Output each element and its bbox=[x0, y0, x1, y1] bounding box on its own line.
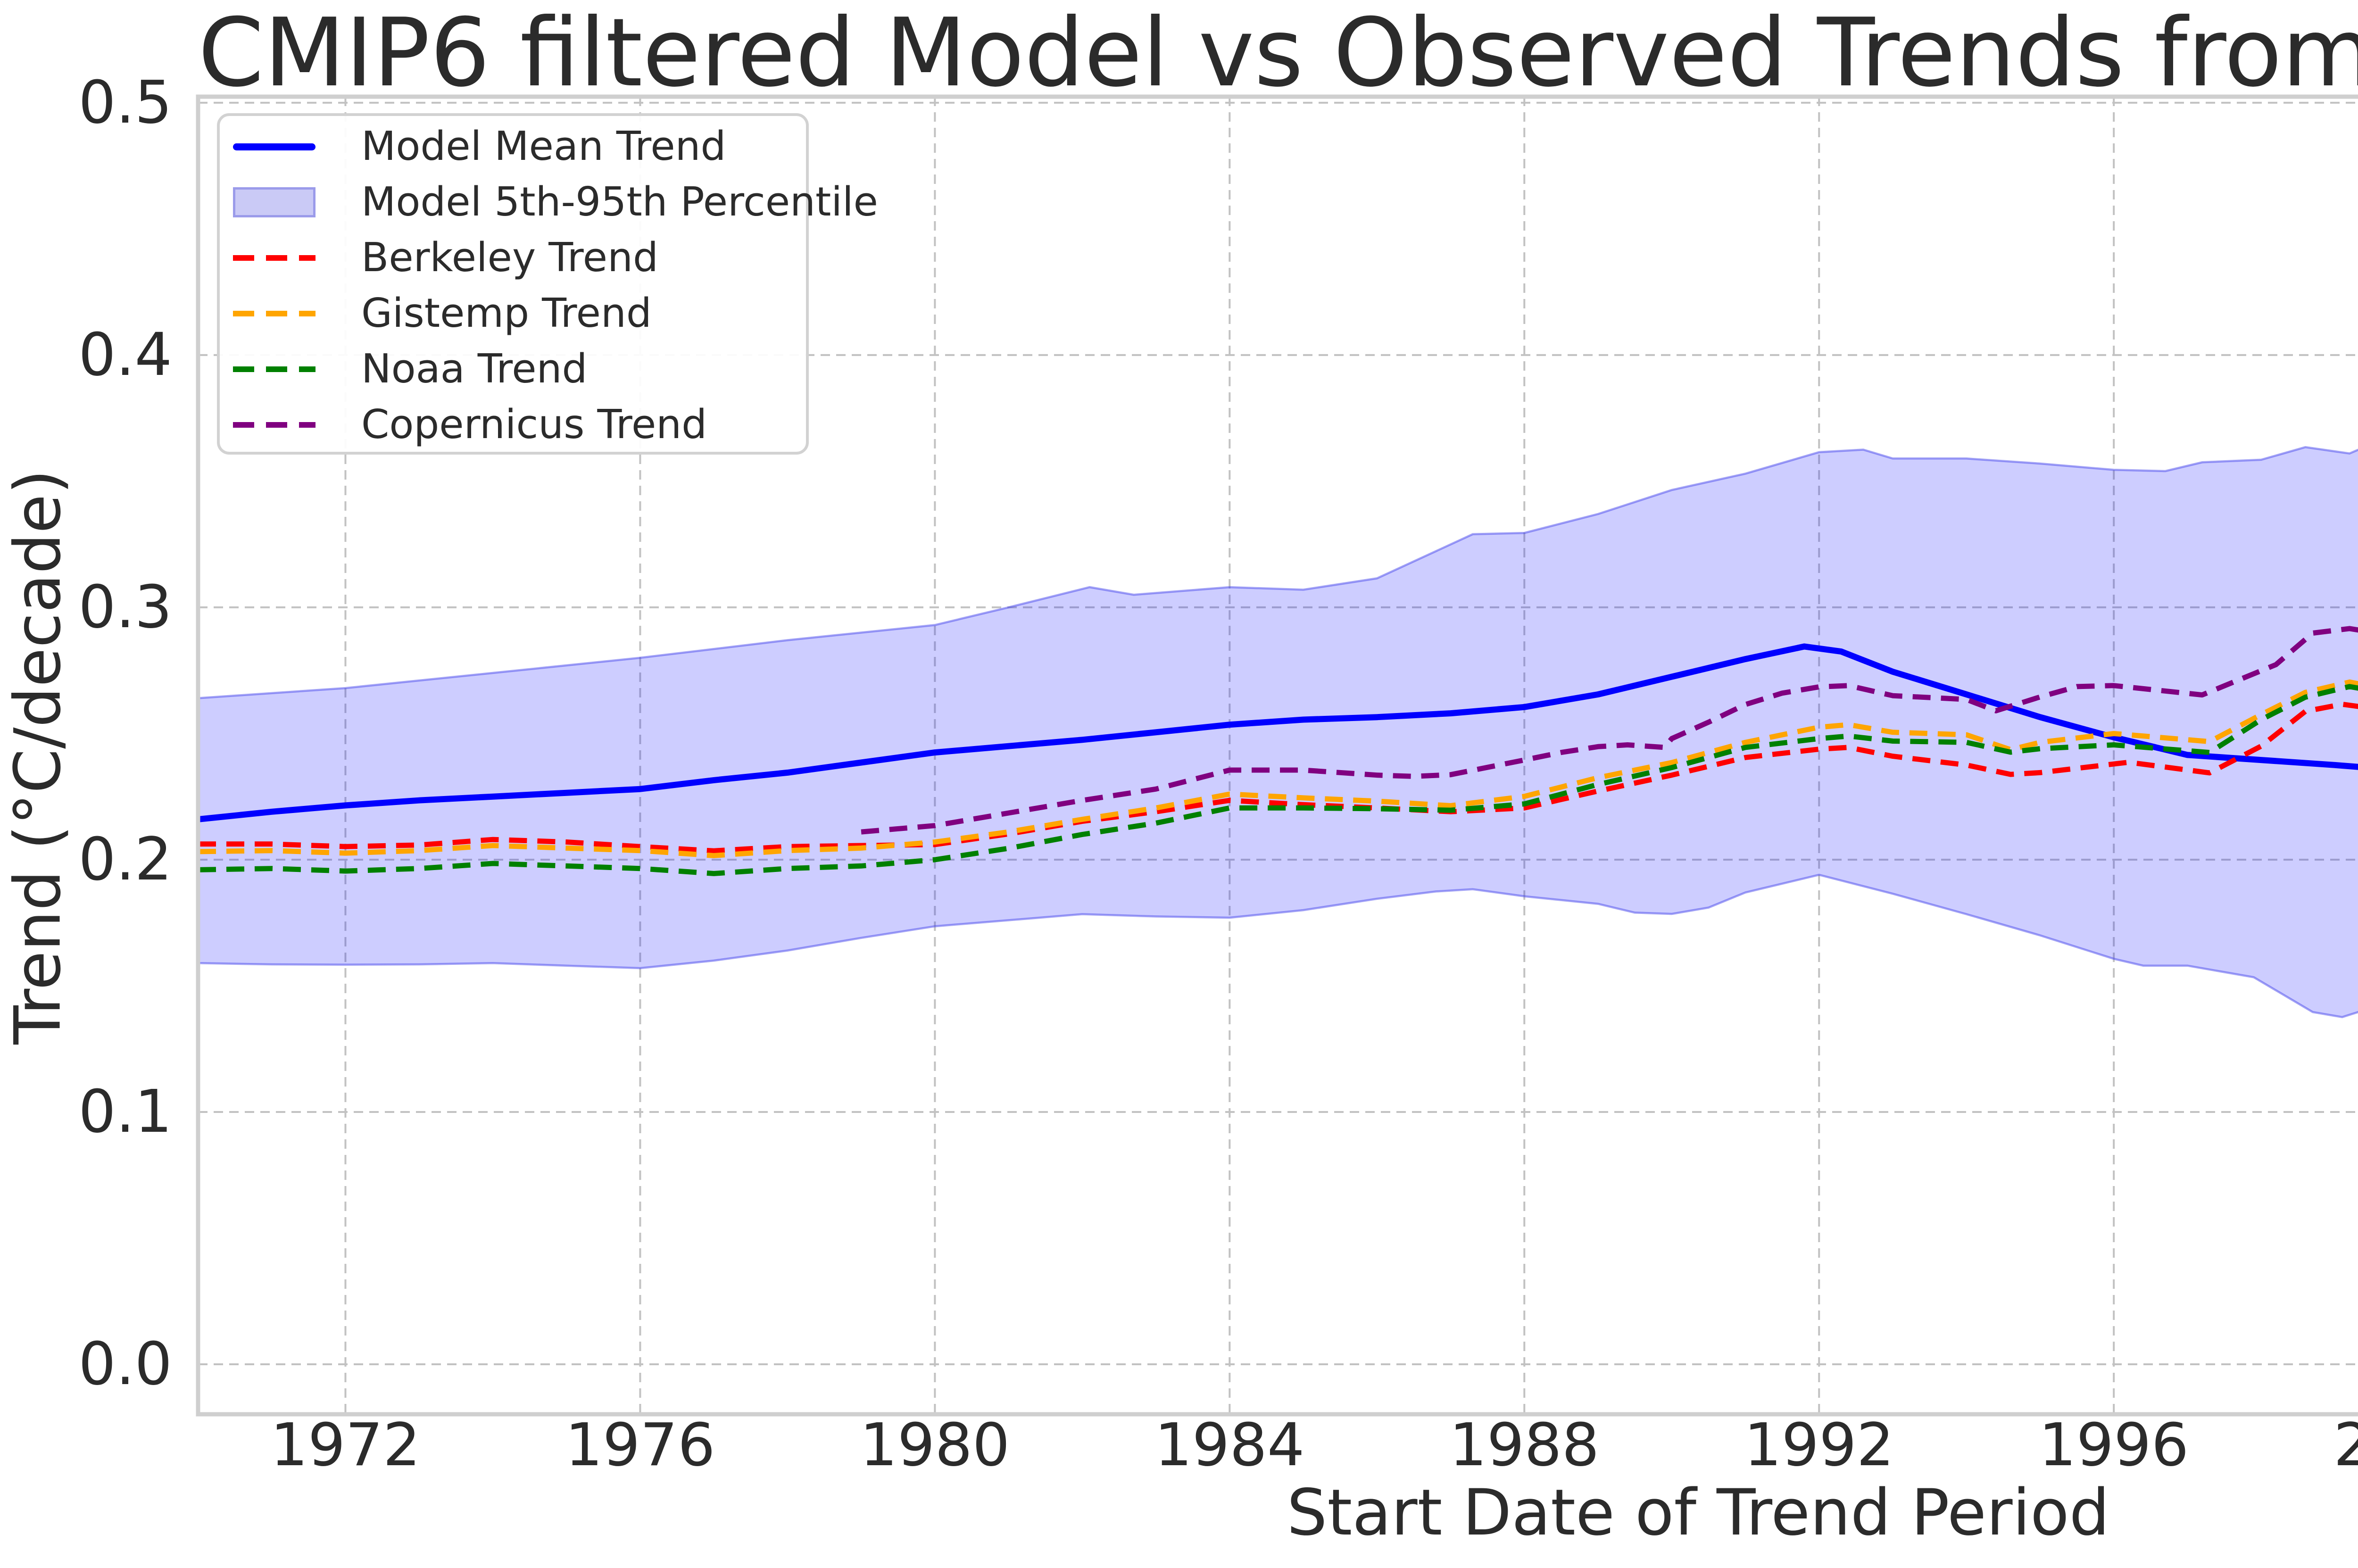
legend-item: Gistemp Trend bbox=[233, 286, 806, 341]
legend-label: Berkeley Trend bbox=[361, 234, 658, 282]
x-tick-label: 1988 bbox=[1449, 1411, 1600, 1479]
y-tick-label: 0.3 bbox=[78, 572, 172, 641]
legend-dashed-line-swatch bbox=[233, 255, 316, 261]
series-line-noaa bbox=[198, 684, 2358, 876]
x-tick-label: 1996 bbox=[2039, 1411, 2189, 1479]
series-line-copernicus bbox=[861, 626, 2358, 835]
legend-patch-swatch bbox=[233, 187, 316, 217]
legend-label: Noaa Trend bbox=[361, 346, 588, 393]
legend-label: Model 5th-95th Percentile bbox=[361, 179, 878, 226]
legend-box: Model Mean Trend Model 5th-95th Percentil… bbox=[217, 113, 878, 455]
y-tick-label: 0.5 bbox=[78, 68, 172, 137]
legend-item: Model Mean Trend bbox=[233, 119, 806, 174]
x-tick-label: 1992 bbox=[1744, 1411, 1894, 1479]
x-tick-label: 2000 bbox=[2333, 1411, 2358, 1479]
x-axis-label: Start Date of Trend Period bbox=[1287, 1476, 2110, 1550]
legend-item: Model 5th-95th Percentile bbox=[233, 174, 878, 230]
legend-solid-line-swatch bbox=[233, 143, 316, 150]
legend-dashed-line-swatch bbox=[233, 366, 316, 372]
legend-label: Copernicus Trend bbox=[361, 401, 707, 448]
legend-dashed-line-swatch bbox=[233, 422, 316, 428]
x-tick-label: 1980 bbox=[860, 1411, 1010, 1479]
legend-label: Model Mean Trend bbox=[361, 123, 726, 170]
data-series bbox=[198, 626, 2358, 876]
series-line-berkeley bbox=[198, 701, 2358, 854]
y-axis-label: Trend (°C/decade) bbox=[0, 469, 75, 1045]
chart-title: CMIP6 filtered Model vs Observed Trends … bbox=[198, 0, 2358, 108]
series-line-model-mean bbox=[198, 643, 2358, 822]
x-tick-label: 1972 bbox=[270, 1411, 421, 1479]
band-lower-edge bbox=[198, 873, 2358, 1019]
band-upper-edge bbox=[198, 446, 2358, 699]
y-tick-label: 0.0 bbox=[78, 1330, 172, 1399]
y-tick-label: 0.1 bbox=[78, 1078, 172, 1146]
x-tick-label: 1976 bbox=[565, 1411, 715, 1479]
plot-frame bbox=[196, 94, 2358, 1417]
legend-item: Copernicus Trend bbox=[233, 397, 806, 453]
series-line-gistemp bbox=[198, 679, 2358, 858]
legend-item: Berkeley Trend bbox=[233, 230, 806, 286]
legend-item: Noaa Trend bbox=[233, 341, 806, 397]
y-tick-label: 0.4 bbox=[78, 320, 172, 389]
legend-dashed-line-swatch bbox=[233, 311, 316, 316]
y-tick-label: 0.2 bbox=[78, 825, 172, 894]
x-tick-label: 1984 bbox=[1154, 1411, 1305, 1479]
legend-label: Gistemp Trend bbox=[361, 290, 652, 337]
model-percentile-band bbox=[198, 446, 2358, 1019]
